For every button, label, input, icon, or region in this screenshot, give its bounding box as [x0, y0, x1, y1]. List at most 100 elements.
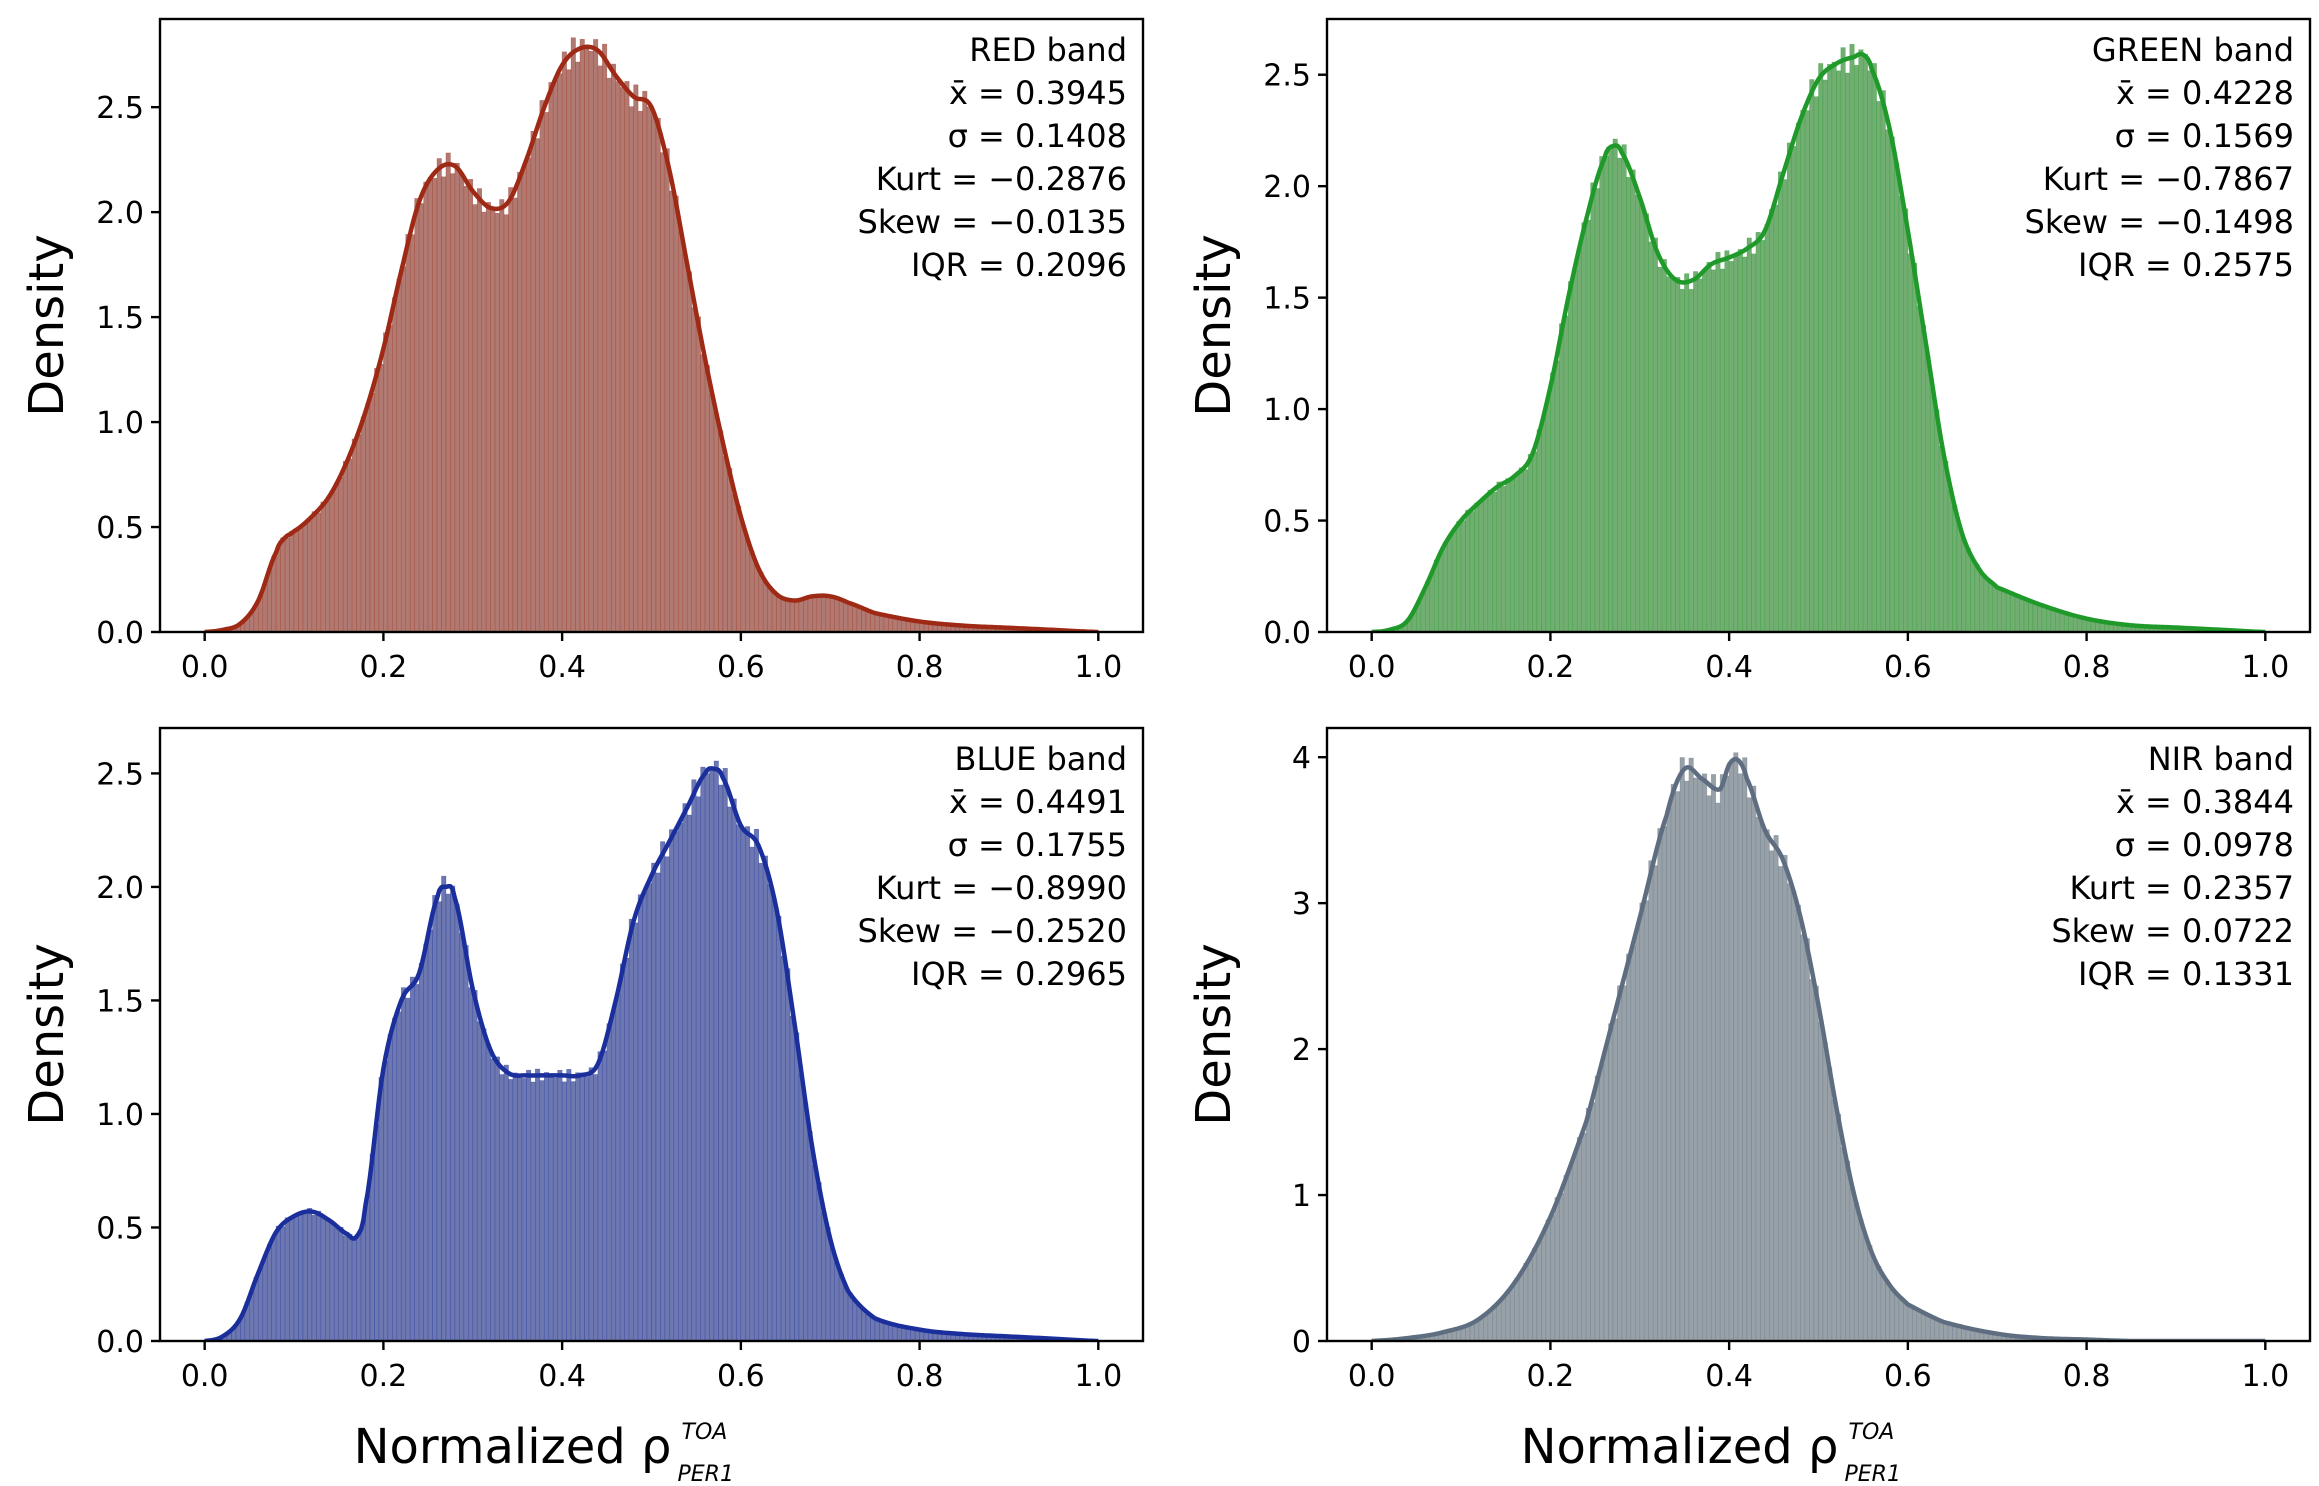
histogram-bar: [1505, 1291, 1511, 1341]
histogram-bar: [704, 365, 710, 632]
histogram-bar: [1523, 469, 1529, 632]
histogram-bar: [700, 766, 706, 1341]
histogram-bar: [1934, 1319, 1940, 1341]
y-axis-label: Density: [1186, 234, 1242, 416]
stat-line: Skew = 0.0722: [2051, 912, 2294, 950]
histogram-bar: [360, 1219, 366, 1341]
histogram-bar: [329, 490, 335, 632]
histogram-bar: [602, 43, 608, 632]
histogram-bar: [351, 438, 357, 632]
histogram-bar: [686, 814, 693, 1341]
histogram-bar: [1876, 1266, 1882, 1341]
histogram-bar: [1979, 573, 1985, 632]
histogram-bar: [552, 79, 558, 632]
histogram-bar: [686, 271, 693, 632]
histogram-bar: [816, 1182, 822, 1341]
x-axis-label-superscript: TOA: [1849, 1420, 1895, 1445]
histogram-bar: [888, 616, 894, 632]
histogram-bar: [512, 1072, 518, 1341]
histogram-bar: [758, 862, 764, 1341]
histogram-bar: [673, 195, 679, 632]
histogram-bar: [535, 138, 541, 632]
histogram-bar: [820, 594, 827, 632]
histogram-bar: [727, 468, 733, 632]
histogram-bar: [1849, 1187, 1855, 1341]
histogram-bar: [557, 73, 563, 632]
histogram-bar: [588, 1067, 594, 1341]
histogram-bar: [490, 1058, 496, 1341]
y-axis-label: Density: [19, 234, 75, 416]
histogram-bar: [852, 1300, 858, 1341]
histogram-bar: [1786, 883, 1792, 1341]
histogram-bar: [1652, 237, 1658, 632]
histogram-bar: [481, 1028, 487, 1341]
histogram-bar: [642, 891, 648, 1341]
histogram-bar: [307, 520, 313, 632]
histogram-bar: [1903, 208, 1909, 632]
histogram-bar: [1496, 1302, 1502, 1341]
histogram-bar: [1518, 1273, 1524, 1341]
histogram-bar: [847, 1292, 853, 1341]
histogram-bar: [266, 1244, 273, 1341]
histogram-bar: [1710, 774, 1717, 1341]
histogram-bar: [1688, 757, 1694, 1341]
histogram-bar: [695, 316, 701, 632]
histogram-bar: [1920, 325, 1927, 632]
histogram-bar: [865, 610, 871, 632]
histogram-bar: [1626, 176, 1632, 632]
histogram-bar: [1889, 1287, 1895, 1341]
histogram-bar: [1496, 481, 1502, 632]
histogram-bar: [660, 152, 666, 632]
kde-line: [204, 44, 1099, 632]
histogram-bar: [660, 841, 666, 1341]
histogram-bar: [1518, 467, 1524, 632]
histogram-bar: [816, 596, 822, 632]
histogram-bar: [1576, 1137, 1582, 1341]
stat-line: x̄ = 0.3844: [2116, 783, 2294, 821]
x-tick-label: 0.6: [717, 1359, 765, 1394]
histogram-bar: [481, 211, 487, 632]
histogram-bar: [1724, 250, 1730, 632]
histogram-bar: [727, 806, 733, 1341]
histogram-bar: [834, 598, 840, 632]
histogram-bar: [1800, 109, 1806, 632]
stat-line: x̄ = 0.4491: [949, 783, 1127, 821]
histogram-bar: [1813, 96, 1819, 632]
histogram-bar: [633, 922, 639, 1341]
y-tick-label: 1.0: [96, 406, 144, 441]
histogram-bar: [1697, 278, 1703, 632]
histogram-bar: [1889, 136, 1895, 632]
histogram-bar: [1505, 478, 1511, 632]
histogram-bar: [1853, 64, 1860, 632]
histogram-bar: [414, 984, 420, 1341]
histogram-bar: [347, 458, 353, 632]
histogram-bar: [1983, 576, 1989, 632]
y-tick-label: 0.0: [96, 616, 144, 651]
histogram-bar: [1469, 511, 1475, 632]
histogram-bar: [561, 51, 567, 632]
histogram-bar: [753, 828, 760, 1341]
histogram-bar: [771, 899, 777, 1341]
histogram-bar: [615, 993, 621, 1341]
histogram-bar: [1572, 1154, 1578, 1341]
histogram-bar: [365, 1194, 371, 1341]
histogram-bar: [597, 1051, 603, 1341]
histogram-bar: [655, 117, 661, 632]
panel-green-band: 0.0 0.2 0.4 0.6 0.8 1.0 0.0 0.5 1.0 1.5 2.0 2.5 Dens…: [1186, 17, 2312, 685]
histogram-bar: [494, 212, 500, 632]
histogram-bar: [1880, 90, 1886, 632]
histogram-bar: [678, 230, 684, 632]
histogram-bar: [1581, 1132, 1587, 1341]
histogram-bar: [767, 884, 773, 1341]
histogram-bar: [1670, 277, 1676, 632]
x-tick-label: 0.2: [1527, 1359, 1575, 1394]
axes-frame: [158, 17, 1145, 634]
histogram-bar: [307, 1208, 313, 1341]
histogram-bar: [1643, 900, 1650, 1341]
kde-line: [204, 766, 1099, 1341]
histogram-bar: [2041, 606, 2047, 632]
x-tick-label: 0.4: [1705, 650, 1753, 685]
histogram-bar: [1760, 823, 1766, 1341]
histogram-bar: [883, 1322, 889, 1341]
histogram-bar: [302, 521, 308, 632]
